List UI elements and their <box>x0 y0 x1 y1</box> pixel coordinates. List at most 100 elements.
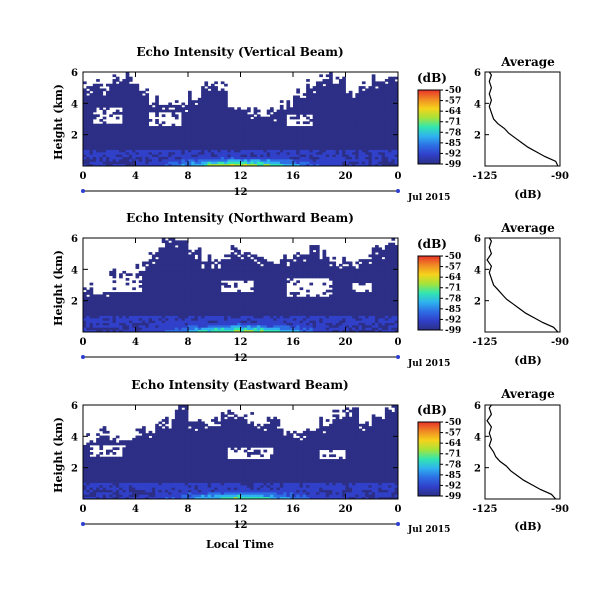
heatmap-cell <box>302 161 307 165</box>
heatmap-cell <box>178 299 182 302</box>
heatmap-cell <box>191 254 195 258</box>
heatmap-cell <box>345 158 350 162</box>
heatmap-cell <box>207 263 212 267</box>
heatmap-cell <box>165 306 169 309</box>
heatmap-cell <box>247 149 251 153</box>
heatmap-cell <box>201 154 205 157</box>
heatmap-cell <box>99 144 104 148</box>
heatmap-cell <box>184 277 189 281</box>
heatmap-cell <box>112 329 117 333</box>
heatmap-cell <box>96 123 100 127</box>
heatmap-cell <box>191 144 195 148</box>
heatmap-cell <box>230 259 235 262</box>
heatmap-cell <box>368 140 373 143</box>
heatmap-cell <box>227 327 232 331</box>
heatmap-cell <box>220 327 225 331</box>
heatmap-cell <box>309 109 314 113</box>
heatmap-cell <box>96 93 100 96</box>
heatmap-cell <box>148 266 153 269</box>
heatmap-cell <box>158 151 163 155</box>
heatmap-cell <box>201 107 205 110</box>
heatmap-cell <box>306 301 310 305</box>
heatmap-cell <box>247 322 251 326</box>
heatmap-cell <box>204 308 209 312</box>
heatmap-cell <box>260 301 264 305</box>
heatmap-cell <box>174 266 179 269</box>
heatmap-cell <box>378 163 382 167</box>
heatmap-cell <box>315 123 320 127</box>
heatmap-cell <box>191 294 195 298</box>
heatmap-cell <box>237 123 241 127</box>
heatmap-cell <box>368 142 373 146</box>
heatmap-cell <box>184 161 189 165</box>
heatmap-cell <box>335 104 340 108</box>
heatmap-cell <box>286 313 291 316</box>
heatmap-cell <box>178 294 182 298</box>
heatmap-cell <box>197 135 202 139</box>
heatmap-cell <box>348 135 353 139</box>
heatmap-cell <box>237 324 241 328</box>
heatmap-cell <box>83 308 87 312</box>
heatmap-cell <box>181 102 186 106</box>
heatmap-cell <box>315 315 320 319</box>
heatmap-cell <box>158 135 163 139</box>
heatmap-cell <box>145 156 150 160</box>
heatmap-cell <box>125 154 130 157</box>
heatmap-cell <box>210 88 215 92</box>
heatmap-cell <box>391 90 396 94</box>
heatmap-cell <box>138 313 143 316</box>
heatmap-cell <box>207 327 212 331</box>
heatmap-cell <box>86 142 90 146</box>
heatmap-cell <box>263 140 268 143</box>
heatmap-cell <box>325 102 330 106</box>
heatmap-cell <box>158 299 163 302</box>
heatmap-cell <box>174 327 179 331</box>
heatmap-cell <box>184 299 189 302</box>
heatmap-cell <box>102 140 107 143</box>
heatmap-cell <box>109 310 113 314</box>
heatmap-cell <box>375 133 379 136</box>
heatmap-cell <box>109 294 113 298</box>
heatmap-cell <box>365 123 369 127</box>
heatmap-cell <box>135 119 140 122</box>
heatmap-cell <box>358 133 363 136</box>
heatmap-cell <box>293 140 297 143</box>
heatmap-cell <box>217 158 222 162</box>
heatmap-cell <box>391 163 396 167</box>
heatmap-cell <box>214 329 218 333</box>
heatmap-cell <box>233 303 238 307</box>
heatmap-cell <box>289 301 294 305</box>
heatmap-cell <box>355 144 360 148</box>
heatmap-cell <box>168 299 172 302</box>
heatmap-cell <box>250 144 255 148</box>
heatmap-cell <box>319 109 323 113</box>
heatmap-cell <box>233 261 238 265</box>
heatmap-cell <box>155 130 159 134</box>
y-tick-label: 6 <box>71 68 78 79</box>
heatmap-cell <box>207 163 212 167</box>
heatmap-cell <box>217 137 222 141</box>
heatmap-cell <box>312 116 317 120</box>
heatmap-cell <box>214 317 218 321</box>
heatmap-cell <box>358 111 363 115</box>
heatmap-cell <box>119 154 123 157</box>
heatmap-cell <box>197 310 202 314</box>
heatmap-cell <box>332 83 337 87</box>
heatmap-cell <box>105 315 110 319</box>
heatmap-cell <box>247 261 251 265</box>
heatmap-cell <box>83 100 87 103</box>
heatmap-cell <box>138 306 143 309</box>
heatmap-cell <box>142 327 146 331</box>
heatmap-cell <box>99 154 104 157</box>
heatmap-cell <box>138 102 143 106</box>
heatmap-cell <box>240 327 245 331</box>
heatmap-cell <box>224 324 228 328</box>
heatmap-cell <box>99 135 104 139</box>
heatmap-cell <box>250 135 255 139</box>
heatmap-cell <box>217 151 222 155</box>
heatmap-cell <box>168 147 172 150</box>
heatmap-cell <box>122 313 127 316</box>
heatmap-cell <box>276 310 281 314</box>
heatmap-cell <box>217 280 222 284</box>
heatmap-cell <box>165 109 169 113</box>
